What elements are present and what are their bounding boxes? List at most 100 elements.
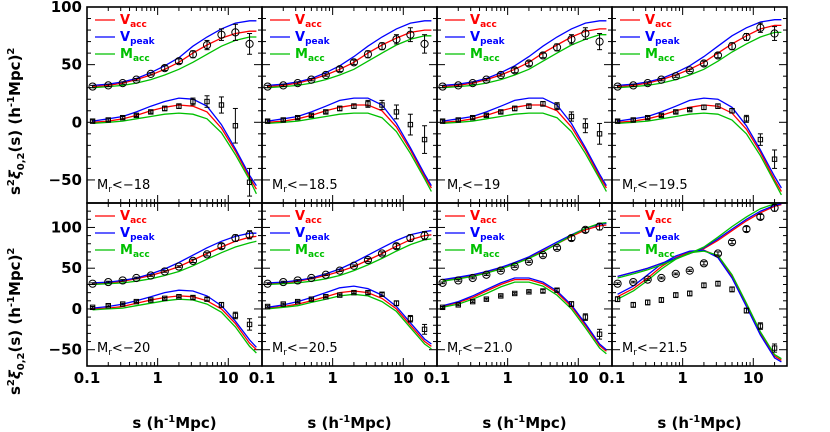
data-point-xi2 <box>771 156 778 162</box>
series-line-vpeak-xi0 <box>617 203 782 278</box>
y-tick-label: 50 <box>61 56 82 74</box>
data-point-xi0 <box>363 255 373 265</box>
data-point-xi0 <box>245 230 254 239</box>
data-point-xi0 <box>160 267 169 276</box>
data-point-xi0 <box>496 266 505 275</box>
x-tick-label: 0.1 <box>249 369 276 387</box>
legend-label-vpeak: Vpeak <box>645 30 681 47</box>
data-point-xi0 <box>88 279 97 288</box>
data-point-xi0 <box>406 233 415 243</box>
panel-label: Mr<−20.5 <box>272 341 338 358</box>
data-point-xi2 <box>246 179 253 185</box>
legend-label-vpeak: Vpeak <box>645 226 681 243</box>
series-line-macc-xi0 <box>267 35 432 89</box>
data-point-xi2 <box>644 114 651 121</box>
data-point-xi0 <box>524 59 534 68</box>
data-point-xi2 <box>218 302 225 308</box>
data-point-xi0 <box>245 39 254 48</box>
data-point-xi2 <box>89 118 96 124</box>
data-point-xi2 <box>729 286 735 293</box>
x-tick-label: 0.1 <box>599 369 626 387</box>
panel-label: Mr<−19 <box>447 178 500 195</box>
x-tick-label: 1 <box>677 369 687 387</box>
data-point-xi2 <box>162 295 168 302</box>
data-point-xi0 <box>363 50 373 59</box>
data-point-xi2 <box>246 321 253 328</box>
data-point-xi0 <box>742 224 751 234</box>
data-point-xi0 <box>468 273 477 283</box>
axis-labels-group: s2ξ0,2(s) (h-1Mpc)2 s2ξ0,2(s) (h-1Mpc)2 … <box>6 48 742 432</box>
x-axis-label-2: s (h-1Mpc) <box>307 414 391 432</box>
legend-label-macc: Macc <box>295 243 325 260</box>
data-point-xi2 <box>455 117 461 123</box>
data-point-xi0 <box>160 64 169 73</box>
y-tick-label: 0 <box>72 300 82 318</box>
series-line-vpeak-xi2 <box>92 97 257 187</box>
data-point-xi0 <box>629 277 638 287</box>
series-line-macc-xi0 <box>267 238 432 286</box>
data-point-xi2 <box>264 118 271 124</box>
data-point-xi2 <box>176 103 182 109</box>
series-line-vpeak-xi0 <box>267 20 432 87</box>
data-point-xi2 <box>337 292 343 298</box>
data-point-xi0 <box>231 28 240 37</box>
model-lines <box>442 221 607 355</box>
data-point-xi2 <box>323 294 329 300</box>
data-point-xi0 <box>567 233 576 243</box>
data-point-xi0 <box>263 82 272 91</box>
data-point-xi2 <box>365 101 371 107</box>
data-point-xi2 <box>687 290 693 297</box>
x-axis-label-1: s (h-1Mpc) <box>132 414 216 432</box>
data-point-xi0 <box>685 266 694 275</box>
data-point-xi2 <box>308 296 315 302</box>
data-points <box>438 222 604 340</box>
data-point-xi0 <box>468 78 477 88</box>
series-line-vpeak-xi2 <box>442 97 607 187</box>
data-point-xi2 <box>554 103 560 109</box>
data-point-xi2 <box>614 296 621 302</box>
x-tick-label: 10 <box>393 369 414 387</box>
data-point-xi2 <box>351 289 357 296</box>
data-points <box>613 203 779 353</box>
series-line-vpeak-xi2 <box>617 97 782 189</box>
data-point-xi2 <box>280 117 286 123</box>
data-point-xi0 <box>756 23 765 32</box>
data-point-xi2 <box>630 117 636 123</box>
data-point-xi0 <box>581 29 590 38</box>
series-line-macc-xi2 <box>617 112 782 196</box>
data-point-xi0 <box>671 72 680 81</box>
data-point-xi2 <box>469 114 476 121</box>
y-tick-label: 100 <box>51 0 82 16</box>
data-point-xi0 <box>699 59 709 68</box>
series-line-vacc-xi0 <box>442 28 607 88</box>
data-point-xi2 <box>540 288 546 294</box>
legend-label-vpeak: Vpeak <box>295 226 331 243</box>
data-point-xi2 <box>204 98 210 105</box>
data-point-xi0 <box>595 37 604 46</box>
data-points <box>613 22 779 169</box>
y-axis-label-top: s2ξ0,2(s) (h-1Mpc)2 <box>6 48 27 195</box>
data-point-xi0 <box>335 65 344 74</box>
data-point-xi0 <box>307 273 316 283</box>
model-lines <box>617 19 782 196</box>
data-point-xi0 <box>132 273 141 283</box>
data-point-xi0 <box>263 279 272 288</box>
series-line-macc-xi2 <box>267 293 432 350</box>
x-tick-label: 0.1 <box>74 369 101 387</box>
model-lines <box>92 232 257 354</box>
x-tick-label: 10 <box>568 369 589 387</box>
data-point-xi0 <box>581 225 590 234</box>
legend-label-vacc: Vacc <box>645 209 672 226</box>
data-point-xi0 <box>307 75 316 84</box>
legend-label-macc: Macc <box>645 47 675 64</box>
data-point-xi2 <box>512 290 518 297</box>
data-point-xi2 <box>439 118 446 124</box>
